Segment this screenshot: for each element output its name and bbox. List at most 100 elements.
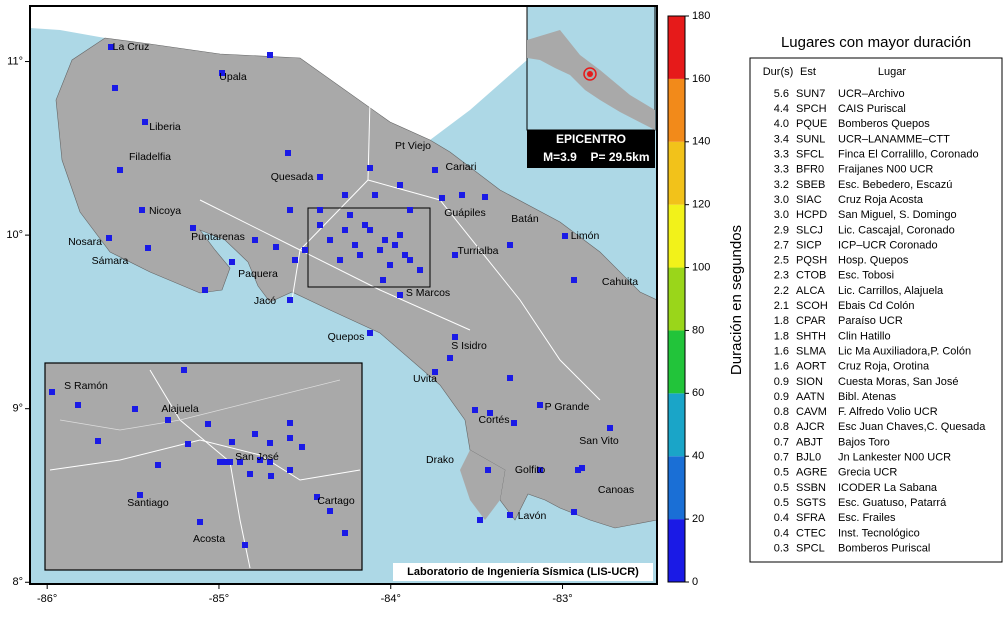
colorbar-bin xyxy=(668,204,685,268)
station xyxy=(579,465,585,471)
duration: 0.7 xyxy=(774,452,789,464)
station xyxy=(139,207,145,213)
place-name: UCR–Archivo xyxy=(838,88,905,100)
station xyxy=(137,492,143,498)
duration: 0.5 xyxy=(774,467,789,479)
place-label: Cortés xyxy=(479,414,510,426)
duration: 3.3 xyxy=(774,149,789,161)
nicaragua xyxy=(30,6,527,140)
inset-map xyxy=(44,362,363,571)
station xyxy=(372,192,378,198)
x-tick-label: -83° xyxy=(552,593,572,605)
place-label: S Marcos xyxy=(406,287,450,299)
duration: 1.6 xyxy=(774,345,789,357)
province-line xyxy=(367,179,601,401)
station xyxy=(285,150,291,156)
place-label: San Vito xyxy=(579,435,619,447)
map-frame xyxy=(29,5,658,585)
station-code: CTEC xyxy=(796,527,826,539)
colorbar-tick-label: 140 xyxy=(692,136,710,148)
station xyxy=(380,277,386,283)
duration: 2.2 xyxy=(774,285,789,297)
duration: 0.9 xyxy=(774,376,789,388)
station xyxy=(342,530,348,536)
station xyxy=(268,473,274,479)
table-header: Dur(s) xyxy=(763,66,794,78)
place-name: Bajos Toro xyxy=(838,436,890,448)
station xyxy=(607,425,613,431)
place-name: Fraijanes N00 UCR xyxy=(838,164,933,176)
station xyxy=(397,182,403,188)
station-code: BFR0 xyxy=(796,164,824,176)
station xyxy=(377,247,383,253)
duration: 3.0 xyxy=(774,194,789,206)
station xyxy=(507,375,513,381)
station-code: SFRA xyxy=(796,512,826,524)
station xyxy=(181,367,187,373)
colorbar-label: Duración en segundos xyxy=(728,225,745,375)
duration: 4.4 xyxy=(774,103,789,115)
table-header: Lugar xyxy=(878,66,906,78)
station xyxy=(205,421,211,427)
duration: 0.7 xyxy=(774,436,789,448)
station-code: CTOB xyxy=(796,270,826,282)
station xyxy=(242,542,248,548)
station xyxy=(287,435,293,441)
station xyxy=(252,431,258,437)
place-name: ICP–UCR Coronado xyxy=(838,239,938,251)
station xyxy=(537,402,543,408)
duration: 3.4 xyxy=(774,133,789,145)
place-name: F. Alfredo Volio UCR xyxy=(838,406,938,418)
station-code: HCPD xyxy=(796,209,827,221)
station xyxy=(407,257,413,263)
station xyxy=(165,417,171,423)
place-name: Cruz Roja, Orotina xyxy=(838,361,930,373)
station xyxy=(562,233,568,239)
station xyxy=(402,252,408,258)
station xyxy=(292,257,298,263)
station xyxy=(397,232,403,238)
station xyxy=(287,297,293,303)
place-name: San Miguel, S. Domingo xyxy=(838,209,957,221)
station xyxy=(327,508,333,514)
station-code: SICP xyxy=(796,239,822,251)
place-label: Cariari xyxy=(446,161,477,173)
station xyxy=(537,467,543,473)
place-label: Guápiles xyxy=(444,207,485,219)
table-header: Est xyxy=(800,66,816,78)
duration: 3.2 xyxy=(774,179,789,191)
place-name: Bomberos Puriscal xyxy=(838,542,930,554)
station xyxy=(267,52,273,58)
station xyxy=(337,257,343,263)
place-label: Quesada xyxy=(271,171,314,183)
colorbar-bin xyxy=(668,456,685,520)
station xyxy=(287,420,293,426)
station xyxy=(447,355,453,361)
place-label: Limón xyxy=(571,230,600,242)
place-name: Paraíso UCR xyxy=(838,315,903,327)
place-name: CAIS Puriscal xyxy=(838,103,906,115)
station xyxy=(155,462,161,468)
station xyxy=(432,167,438,173)
station-code: SUNL xyxy=(796,133,825,145)
station-code: SLMA xyxy=(796,345,827,357)
station xyxy=(382,237,388,243)
place-name: Esc. Tobosi xyxy=(838,270,894,282)
epicenter-depth: P= 29.5km xyxy=(590,150,649,164)
station-code: SGTS xyxy=(796,497,826,509)
place-label: Jacó xyxy=(254,295,276,307)
duration: 3.0 xyxy=(774,209,789,221)
station xyxy=(571,509,577,515)
station xyxy=(95,438,101,444)
station xyxy=(49,389,55,395)
station xyxy=(219,70,225,76)
station-code: CAVM xyxy=(796,406,827,418)
epicenter-box xyxy=(527,130,655,168)
inset-place-label: Santiago xyxy=(127,497,169,509)
inset-road xyxy=(49,439,361,481)
province-line xyxy=(199,199,471,331)
station-code: SCOH xyxy=(796,300,828,312)
duration: 5.6 xyxy=(774,88,789,100)
inset-road xyxy=(59,379,341,431)
